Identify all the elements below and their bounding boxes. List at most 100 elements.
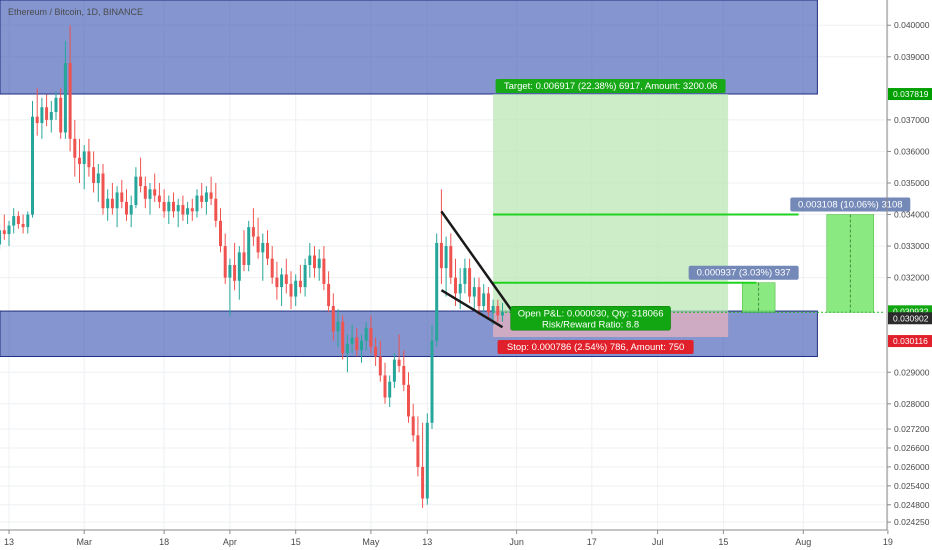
projection-box-2 — [826, 214, 875, 313]
grid — [0, 0, 889, 530]
x-tick-label: Apr — [223, 537, 237, 547]
candle-body — [242, 252, 246, 265]
candle-body — [256, 236, 260, 253]
candle-body — [468, 268, 472, 297]
y-tick-label: 0.025400 — [894, 481, 930, 491]
candle-body — [425, 422, 429, 499]
candle-body — [407, 384, 410, 417]
x-tick-label: Mar — [76, 537, 92, 547]
candle-body — [54, 97, 58, 112]
candle-body — [327, 283, 331, 307]
candle-body — [237, 252, 241, 281]
candle-body — [73, 138, 77, 158]
x-tick-label: 17 — [587, 537, 597, 547]
candle-body — [2, 230, 6, 235]
candle-body — [172, 201, 175, 212]
candle-body — [106, 198, 110, 209]
x-tick-label: May — [362, 537, 380, 547]
candle-body — [360, 340, 363, 351]
candle-body — [275, 277, 279, 288]
candle-body — [472, 287, 476, 297]
candle-body — [148, 189, 152, 199]
candle-body — [322, 258, 326, 284]
candle-body — [313, 255, 316, 269]
chart-title: Ethereum / Bitcoin, 1D, BINANCE — [8, 7, 143, 17]
candle-body — [369, 328, 373, 348]
candle-body — [284, 274, 288, 284]
target-label: Target: 0.006917 (22.38%) 6917, Amount: … — [504, 81, 717, 92]
candle-body — [289, 283, 293, 297]
candle-body — [251, 227, 255, 237]
candle-body — [435, 242, 439, 341]
candle-body — [16, 216, 20, 224]
candle-body — [190, 208, 194, 212]
wedge — [440, 210, 513, 329]
candle-body — [143, 186, 147, 199]
price-badge — [888, 312, 932, 325]
price-badge — [888, 88, 932, 101]
candle-body — [31, 116, 34, 215]
candle-body — [496, 306, 500, 316]
candle-body — [139, 176, 143, 187]
projection-label-1: 0.000937 (3.03%) 937 — [697, 268, 791, 279]
long-position[interactable] — [493, 94, 875, 338]
candle-body — [120, 192, 124, 202]
candle-body — [491, 306, 495, 313]
candle-body — [482, 293, 486, 307]
candle-body — [134, 176, 138, 206]
candle-body — [167, 201, 171, 212]
candle-body — [402, 365, 406, 385]
price-badge-label: 0.030116 — [893, 336, 928, 346]
upper-resistance-zone — [0, 0, 818, 95]
projection-label-2: 0.003108 (10.06%) 3108 — [798, 200, 903, 211]
candle-body — [261, 242, 265, 253]
candle-body — [63, 63, 67, 133]
candle-body — [421, 466, 425, 499]
wedge-lower-line — [440, 289, 504, 329]
price-badge-label: 0.030902 — [893, 313, 929, 323]
candle-body — [388, 381, 392, 398]
candle-body — [92, 167, 96, 183]
candle-body — [45, 107, 49, 120]
candle-body — [87, 151, 91, 168]
candle-body — [12, 216, 16, 226]
target-label-bg — [495, 79, 726, 94]
candle-body — [195, 195, 199, 212]
candle-body — [125, 201, 128, 215]
candle-body — [68, 63, 72, 139]
candle-body — [397, 359, 401, 366]
candle-body — [350, 337, 354, 344]
candles — [0, 25, 504, 508]
labels: Target: 0.006917 (22.38%) 6917, Amount: … — [495, 79, 911, 355]
candle-body — [383, 375, 387, 398]
projection-label-1-bg — [688, 265, 799, 280]
candle-body — [233, 265, 237, 281]
candle-body — [331, 306, 335, 332]
candle-body — [336, 321, 340, 332]
projection-box-1 — [741, 282, 776, 313]
candle-body — [162, 201, 166, 212]
candle-body — [247, 227, 251, 265]
candle-body — [35, 116, 39, 124]
x-tick-label: Jun — [509, 537, 524, 547]
candle-body — [228, 265, 232, 278]
x-tick-label: 13 — [4, 537, 14, 547]
candle-body — [458, 283, 462, 294]
candle-body — [21, 223, 25, 228]
candle-body — [364, 328, 368, 341]
x-tick-label: 15 — [291, 537, 301, 547]
candle-body — [298, 280, 302, 288]
y-tick-label: 0.037000 — [894, 115, 930, 125]
pnl-line-2: Risk/Reward Ratio: 8.8 — [542, 319, 639, 330]
y-tick-label: 0.040000 — [894, 20, 930, 30]
y-tick-label: 0.024250 — [894, 517, 930, 527]
candle-body — [303, 265, 307, 288]
candle-body — [204, 192, 208, 202]
candle-body — [430, 340, 434, 423]
pnl-line-1: Open P&L: 0.000030, Qty: 318066 — [518, 308, 664, 319]
candle-body — [355, 337, 359, 351]
y-tick-label: 0.033000 — [894, 241, 930, 251]
